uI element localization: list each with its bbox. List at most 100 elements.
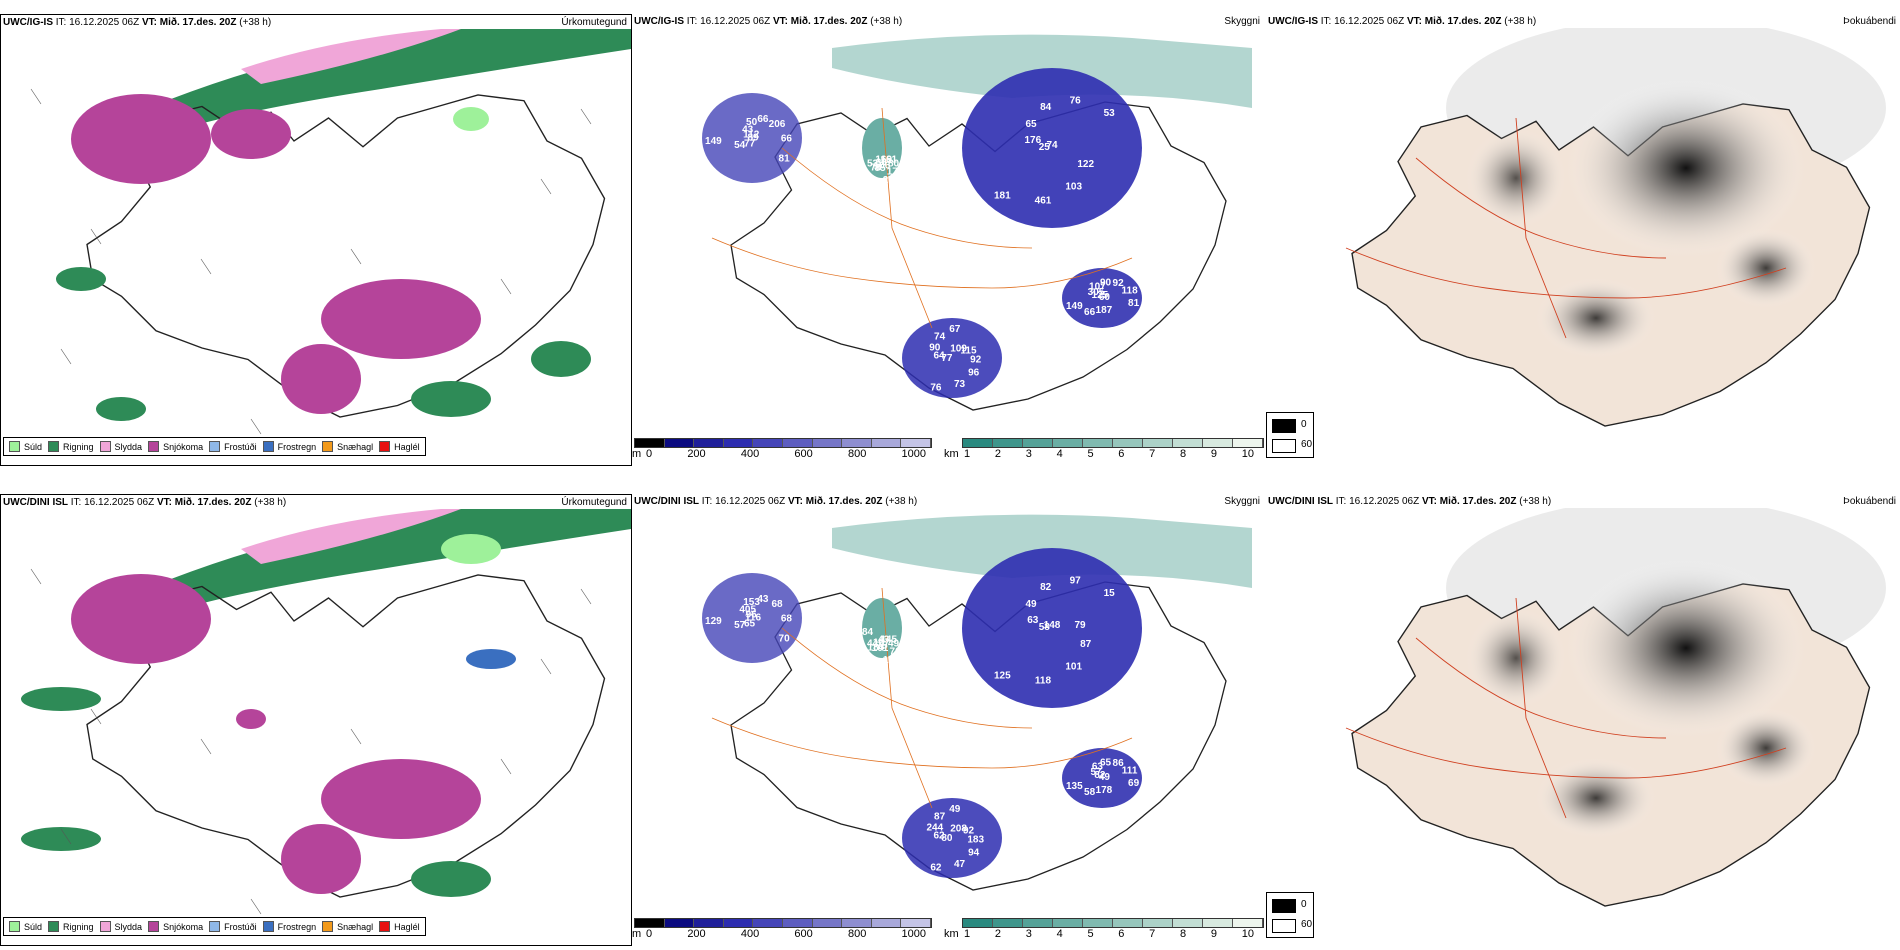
scale-swatch: [1173, 439, 1203, 447]
ceiling-value-label: 77: [941, 353, 953, 364]
scale-tick: 8: [1180, 928, 1187, 940]
ceiling-value-label: 125: [1092, 290, 1109, 301]
ceiling-value-label: 183: [967, 834, 984, 845]
legend-item-slydda: Slydda: [99, 921, 142, 932]
ceiling-value-label: 54: [734, 140, 746, 151]
scale-swatch: [963, 919, 993, 927]
scale-swatch: [664, 439, 695, 447]
scale-swatch: [842, 439, 872, 447]
legend-item-frostudi: Frostúði: [209, 921, 257, 932]
scale-swatch: [901, 439, 931, 447]
precip-map: [1, 29, 631, 439]
legend-item-rigning: Rigning: [48, 921, 94, 932]
fog-map: [1266, 508, 1900, 918]
ceiling-value-label: 63: [1027, 615, 1039, 626]
scale-swatch: [993, 439, 1023, 447]
ceiling-value-label: 172: [887, 166, 904, 177]
ceiling-value-label: 58: [1084, 787, 1096, 798]
scale-tick: 4: [1056, 928, 1063, 940]
ceiling-value-label: 103: [1065, 181, 1082, 192]
ceiling-value-label: 66: [757, 114, 769, 125]
legend-item-frostregn: Frostregn: [262, 921, 316, 932]
ceiling-scale-unit: m: [632, 928, 642, 940]
scale-swatch: [782, 919, 813, 927]
ceiling-value-label: 63: [1092, 762, 1104, 773]
scale-tick: 2: [994, 448, 1001, 460]
ceiling-value-label: 82: [1094, 770, 1106, 781]
ceiling-value-label: 101: [1065, 661, 1082, 672]
legend-item-rigning: Rigning: [48, 441, 94, 452]
ceiling-value-label: 62: [930, 862, 942, 873]
scale-tick: 1: [964, 448, 971, 460]
legend-item-sudd: Súld: [9, 441, 42, 452]
ceiling-value-label: 274: [883, 175, 900, 186]
ceiling-value-label: 109: [950, 343, 967, 354]
scale-tick: 0: [646, 448, 653, 460]
ceiling-value-label: 68: [771, 599, 783, 610]
ceiling-value-label: 181: [994, 190, 1011, 201]
scale-tick: 600: [794, 928, 813, 940]
ceiling-value-label: 116: [745, 613, 762, 624]
scale-swatch: [723, 919, 754, 927]
ceiling-value-label: 405: [739, 604, 756, 615]
scale-tick: 1000: [901, 928, 926, 940]
ceiling-labels: 7454676052537774817876899011885848164921…: [705, 95, 1140, 393]
ceiling-value-label: 58: [1039, 622, 1051, 633]
ceiling-value-label: 68: [781, 614, 793, 625]
scale-swatch: [1143, 439, 1173, 447]
scale-tick: 400: [740, 928, 760, 940]
ceiling-value-label: 81: [1128, 298, 1140, 309]
ceiling-panel-bottom: UWC/DINI ISL IT: 16.12.2025 06Z VT: Mið.…: [632, 494, 1264, 944]
scale-swatch: [664, 919, 695, 927]
ceiling-panel-top: UWC/IG-IS IT: 16.12.2025 06Z VT: Mið. 17…: [632, 14, 1264, 464]
panel-title: UWC/DINI ISL IT: 16.12.2025 06Z VT: Mið.…: [1268, 496, 1552, 507]
legend-item-haglel: Haglél: [379, 921, 420, 932]
ceiling-value-label: 178: [1096, 785, 1113, 796]
scale-swatch: [871, 919, 902, 927]
scale-swatch: [1023, 439, 1053, 447]
ceiling-value-label: 115: [960, 345, 977, 356]
scale-tick: 3: [1025, 928, 1032, 940]
ceiling-value-label: 66: [781, 134, 793, 145]
ceiling-value-label: 184: [868, 643, 885, 654]
ceiling-value-label: 25: [1039, 142, 1051, 153]
ceiling-value-label: 118: [1122, 285, 1139, 296]
fog-legend-label: 60: [1301, 439, 1313, 450]
scale-swatch: [1173, 919, 1203, 927]
ceiling-value-label: 43: [757, 594, 769, 605]
panel-variable: Skyggni: [1224, 496, 1260, 507]
ceiling-value-label: 153: [743, 597, 760, 608]
ceiling-value-label: 86: [1113, 758, 1125, 769]
ceiling-value-label: 69: [1128, 778, 1140, 789]
panel-title: UWC/IG-IS IT: 16.12.2025 06Z VT: Mið. 17…: [3, 17, 272, 28]
precip-legend: Súld Rigning Slydda Snjókoma Frostúði Fr…: [3, 437, 426, 456]
scale-tick: 600: [794, 448, 813, 460]
scale-swatch: [753, 439, 783, 447]
panel-title: UWC/DINI ISL IT: 16.12.2025 06Z VT: Mið.…: [634, 496, 918, 507]
ceiling-value-label: 129: [705, 616, 722, 627]
fog-panel-bottom: UWC/DINI ISL IT: 16.12.2025 06Z VT: Mið.…: [1266, 494, 1900, 944]
precip-map: [1, 509, 631, 919]
ceiling-value-label: 106: [874, 161, 891, 172]
legend-item-frostregn: Frostregn: [262, 441, 316, 452]
ceiling-value-label: 169: [875, 155, 892, 166]
panel-title: UWC/IG-IS IT: 16.12.2025 06Z VT: Mið. 17…: [1268, 16, 1537, 27]
scale-swatch: [812, 439, 843, 447]
scale-swatch: [1203, 919, 1233, 927]
ceiling-value-label: 80: [941, 833, 953, 844]
scale-swatch: [901, 919, 931, 927]
scale-swatch: [1233, 439, 1263, 447]
ceiling-value-label: 87: [934, 812, 946, 823]
ceiling-value-label: 73: [954, 379, 966, 390]
ceiling-value-label: 74: [934, 332, 946, 343]
ceiling-value-label: 161: [880, 155, 897, 166]
scale-tick: 400: [740, 448, 760, 460]
ceiling-value-label: 77: [744, 139, 756, 150]
ceiling-value-label: 44: [867, 638, 879, 649]
ceiling-value-label: 92: [963, 825, 975, 836]
ceiling-value-label: 96: [746, 610, 758, 621]
scale-tick: 10: [1241, 448, 1254, 460]
ceiling-value-label: 89: [747, 133, 759, 144]
ceiling-value-label: 15: [1104, 588, 1116, 599]
ceiling-value-label: 112: [743, 130, 760, 141]
